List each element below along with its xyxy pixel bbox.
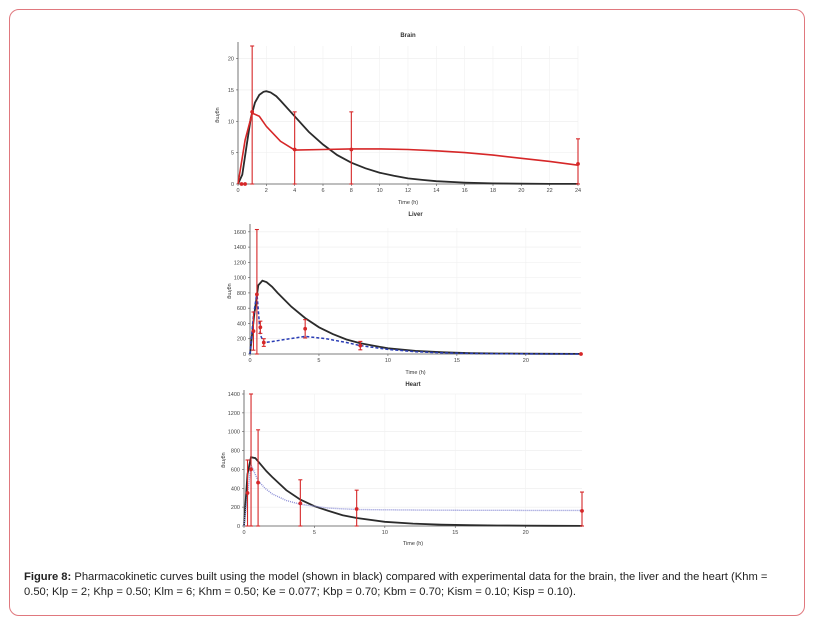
- heart-y-tick-label: 600: [231, 467, 240, 473]
- liver-x-axis-label: Time (h): [405, 370, 425, 376]
- caption-label: Figure 8:: [24, 571, 72, 583]
- heart-x-tick-label: 10: [382, 530, 388, 536]
- heart-x-tick-label: 15: [452, 530, 458, 536]
- heart-data-point: [245, 491, 250, 495]
- liver-x-tick-label: 15: [454, 358, 460, 364]
- heart-y-tick-label: 1200: [228, 411, 240, 417]
- brain-y-tick-label: 10: [228, 119, 234, 125]
- heart-y-tick-label: 200: [231, 505, 240, 511]
- heart-y-tick-label: 0: [237, 524, 240, 530]
- brain-x-tick-label: 10: [377, 188, 383, 194]
- liver-x-tick-label: 10: [385, 358, 391, 364]
- liver-y-tick-label: 1200: [234, 260, 246, 266]
- brain-y-tick-label: 15: [228, 88, 234, 94]
- heart-data-point: [354, 507, 359, 511]
- heart-data-point: [580, 509, 584, 513]
- heart-dotted-curve: [243, 462, 583, 527]
- brain-y-tick-label: 0: [231, 182, 234, 188]
- brain-x-tick-label: 2: [265, 188, 268, 194]
- figure-frame: [9, 9, 805, 616]
- brain-data-point: [239, 182, 244, 186]
- liver-data-point: [261, 340, 266, 345]
- liver-data-point: [254, 292, 259, 297]
- liver-y-tick-label: 600: [237, 306, 246, 312]
- liver-data-point: [579, 352, 583, 356]
- liver-model-curve: [249, 279, 582, 355]
- liver-y-tick-label: 200: [237, 337, 246, 343]
- liver-y-tick-label: 0: [243, 352, 246, 358]
- brain-x-tick-label: 16: [462, 188, 468, 194]
- liver-y-tick-label: 1000: [234, 276, 246, 282]
- liver-y-tick-label: 1600: [234, 230, 246, 236]
- brain-data-point: [349, 147, 354, 152]
- brain-x-tick-label: 24: [575, 188, 581, 194]
- heart-x-axis-label: Time (h): [403, 541, 423, 547]
- heart-model-curve: [243, 456, 583, 527]
- liver-y-tick-label: 400: [237, 321, 246, 327]
- liver-x-tick-label: 20: [523, 358, 529, 364]
- heart-x-tick-label: 20: [523, 530, 529, 536]
- liver-data-point: [303, 326, 308, 331]
- brain-x-tick-label: 14: [433, 188, 439, 194]
- brain-x-tick-label: 0: [236, 188, 239, 194]
- caption-text: Pharmacokinetic curves built using the m…: [24, 571, 768, 598]
- heart-y-axis-label: ug/mg: [220, 452, 226, 467]
- heart-y-tick-label: 1400: [228, 392, 240, 398]
- liver-data-point: [258, 325, 263, 330]
- heart-y-tick-label: 800: [231, 449, 240, 455]
- liver-y-tick-label: 800: [237, 291, 246, 297]
- brain-y-tick-label: 20: [228, 57, 234, 63]
- brain-data-point: [576, 162, 580, 166]
- brain-x-tick-label: 18: [490, 188, 496, 194]
- heart-data-point: [249, 467, 253, 472]
- liver-dashed-curve: [249, 292, 582, 355]
- brain-x-tick-label: 12: [405, 188, 411, 194]
- brain-x-axis-label: Time (h): [398, 200, 418, 206]
- figure-caption: Figure 8: Pharmacokinetic curves built u…: [24, 570, 784, 600]
- liver-data-point: [251, 329, 256, 333]
- liver-y-axis-label: ug/mg: [226, 283, 232, 298]
- brain-x-tick-label: 4: [293, 188, 296, 194]
- heart-y-tick-label: 400: [231, 486, 240, 492]
- heart-x-tick-label: 5: [313, 530, 316, 536]
- brain-data-point: [292, 147, 297, 152]
- brain-x-tick-label: 6: [321, 188, 324, 194]
- heart-data-point: [256, 480, 260, 485]
- liver-x-tick-label: 5: [317, 358, 320, 364]
- brain-x-tick-label: 8: [350, 188, 353, 194]
- liver-x-tick-label: 0: [248, 358, 251, 364]
- heart-y-tick-label: 1000: [228, 430, 240, 436]
- brain-x-tick-label: 20: [518, 188, 524, 194]
- heart-x-tick-label: 0: [242, 530, 245, 536]
- liver-y-tick-label: 1400: [234, 245, 246, 251]
- brain-y-axis-label: ug/mg: [214, 107, 220, 122]
- brain-y-tick-label: 5: [231, 151, 234, 157]
- liver-chart-title: Liver: [408, 212, 423, 218]
- brain-chart-title: Brain: [400, 33, 416, 39]
- brain-data-point: [250, 109, 255, 114]
- brain-data-point: [243, 182, 247, 186]
- heart-data-point: [298, 501, 303, 506]
- liver-data-point: [358, 343, 363, 348]
- heart-chart-title: Heart: [405, 382, 420, 388]
- brain-model-curve: [237, 90, 578, 185]
- brain-x-tick-label: 22: [547, 188, 553, 194]
